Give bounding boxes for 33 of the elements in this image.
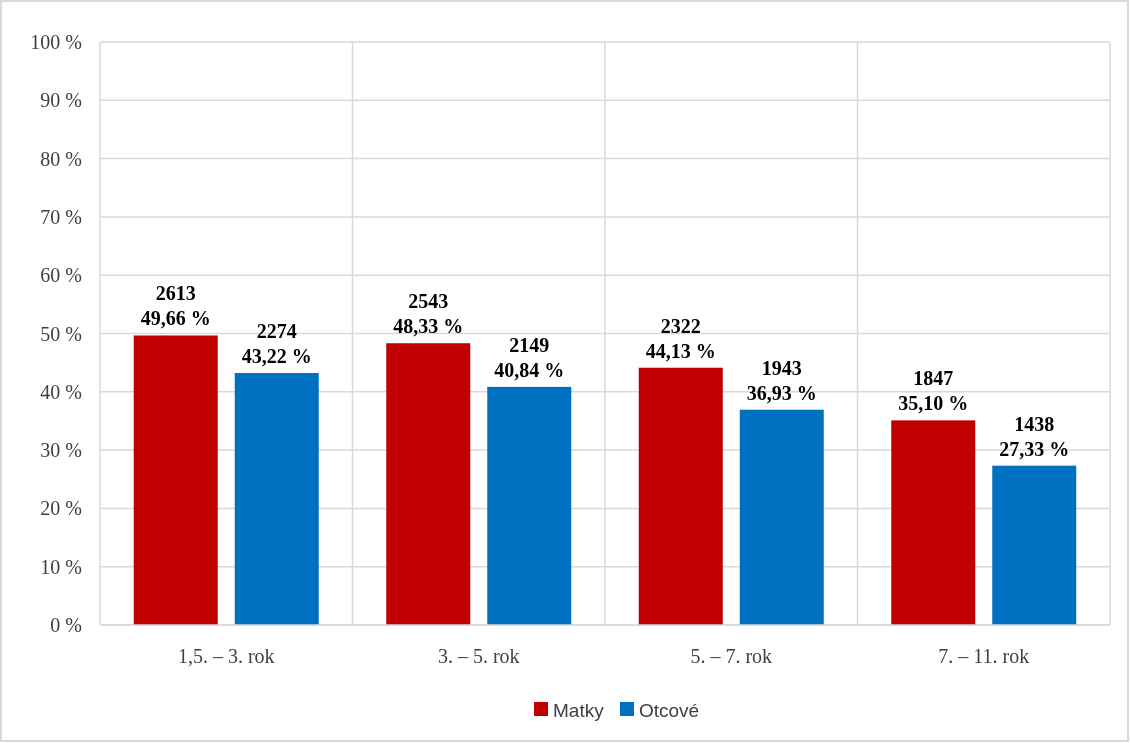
data-label: 2274 43,22 % [241, 320, 312, 368]
data-label: 1438 27,33 % [999, 412, 1070, 460]
y-tick-label: 50 % [40, 322, 82, 345]
y-tick-label: 10 % [40, 555, 82, 578]
data-label: 2543 48,33 % [393, 290, 464, 338]
legend-label: Otcové [639, 699, 700, 721]
y-tick-label: 0 % [50, 614, 82, 636]
bar [739, 409, 824, 625]
data-label: 1847 35,10 % [898, 367, 969, 415]
y-tick-label: 30 % [40, 439, 82, 462]
data-label: 1943 36,93 % [746, 356, 817, 404]
bar [386, 343, 471, 625]
bar [891, 420, 976, 625]
bar [992, 465, 1077, 625]
y-tick-label: 20 % [40, 497, 82, 520]
bar [234, 373, 319, 625]
data-label: 2613 49,66 % [140, 282, 211, 330]
x-tick-label: 1,5. – 3. rok [177, 645, 275, 667]
bar [133, 335, 218, 625]
y-tick-label: 90 % [40, 89, 82, 112]
bar [487, 386, 572, 625]
x-tick-label: 3. – 5. rok [437, 645, 520, 667]
y-tick-label: 60 % [40, 264, 82, 287]
x-tick-label: 5. – 7. rok [690, 645, 773, 667]
legend-label: Matky [553, 699, 605, 721]
y-tick-label: 80 % [40, 147, 82, 170]
y-tick-label: 40 % [40, 380, 82, 403]
y-tick-label: 70 % [40, 205, 82, 228]
data-label: 2149 40,84 % [494, 333, 565, 381]
y-tick-label: 100 % [30, 31, 82, 53]
data-label: 2322 44,13 % [645, 314, 716, 362]
bar [638, 367, 723, 625]
x-tick-label: 7. – 11. rok [938, 645, 1030, 667]
